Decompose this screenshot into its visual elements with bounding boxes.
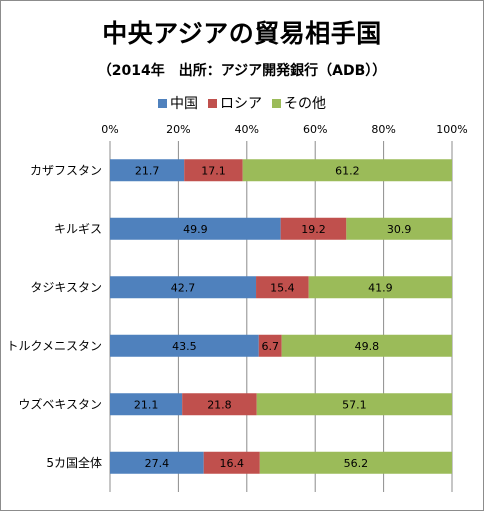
data-label: 15.4 [270,281,295,294]
data-label: 21.7 [135,164,160,177]
data-label: 16.4 [220,457,245,470]
data-label: 42.7 [171,281,196,294]
data-label: 61.2 [335,164,360,177]
category-label: キルギス [54,222,102,236]
category-label: カザフスタン [30,163,102,177]
bar-segment [256,276,309,299]
chart-title: 中央アジアの貿易相手国 [102,19,382,48]
category-label: 5カ国全体 [46,455,102,470]
legend-label-china: 中国 [170,96,198,112]
x-tick-label: 20% [166,123,190,136]
bar-segment [242,159,452,182]
legend-swatch-china [158,98,167,108]
bar-segment [346,217,452,240]
bar-segment [258,334,282,357]
data-label: 21.8 [207,398,232,411]
legend-item-china: 中国 [158,93,198,113]
bar-segment [184,159,243,182]
data-label: 57.1 [342,398,367,411]
legend-item-other: その他 [272,93,326,113]
category-label: タジキスタン [30,280,102,294]
bar-segment [110,393,183,416]
data-label: 27.4 [145,457,170,470]
bar-segment [280,217,347,240]
bar-segment [259,451,452,474]
bar-segment [203,451,260,474]
data-label: 56.2 [344,457,369,470]
x-tick-label: 40% [235,123,259,136]
bar-segment [281,334,452,357]
chart-legend: 中国 ロシア その他 [0,93,484,113]
category-label: ウズベキスタン [18,396,102,411]
data-label: 21.1 [134,398,159,411]
chart-subtitle: （2014年 出所：アジア開発銀行（ADB）） [97,63,387,79]
data-label: 30.9 [387,223,412,236]
data-label: 49.9 [183,223,208,236]
x-tick-label: 80% [371,123,395,136]
bar-segment [110,334,259,357]
bar-segment [182,393,257,416]
data-label: 6.7 [261,340,279,353]
x-tick-label: 0% [101,123,118,136]
legend-swatch-russia [208,98,217,108]
bar-segment [110,159,185,182]
bar-segment [308,276,452,299]
bar-segment [110,276,257,299]
x-tick-label: 100% [436,123,467,136]
legend-label-other: その他 [284,96,326,112]
data-label: 17.1 [201,164,226,177]
data-label: 19.2 [301,223,326,236]
bar-segment [110,451,204,474]
data-label: 49.8 [355,340,380,353]
bar-segment [110,217,281,240]
legend-item-russia: ロシア [208,93,262,113]
legend-swatch-other [272,98,281,108]
legend-label-russia: ロシア [220,96,262,112]
data-label: 43.5 [172,340,197,353]
bar-segment [256,393,452,416]
x-tick-label: 60% [303,123,327,136]
category-label: トルクメニスタン [6,339,102,353]
data-label: 41.9 [368,281,393,294]
